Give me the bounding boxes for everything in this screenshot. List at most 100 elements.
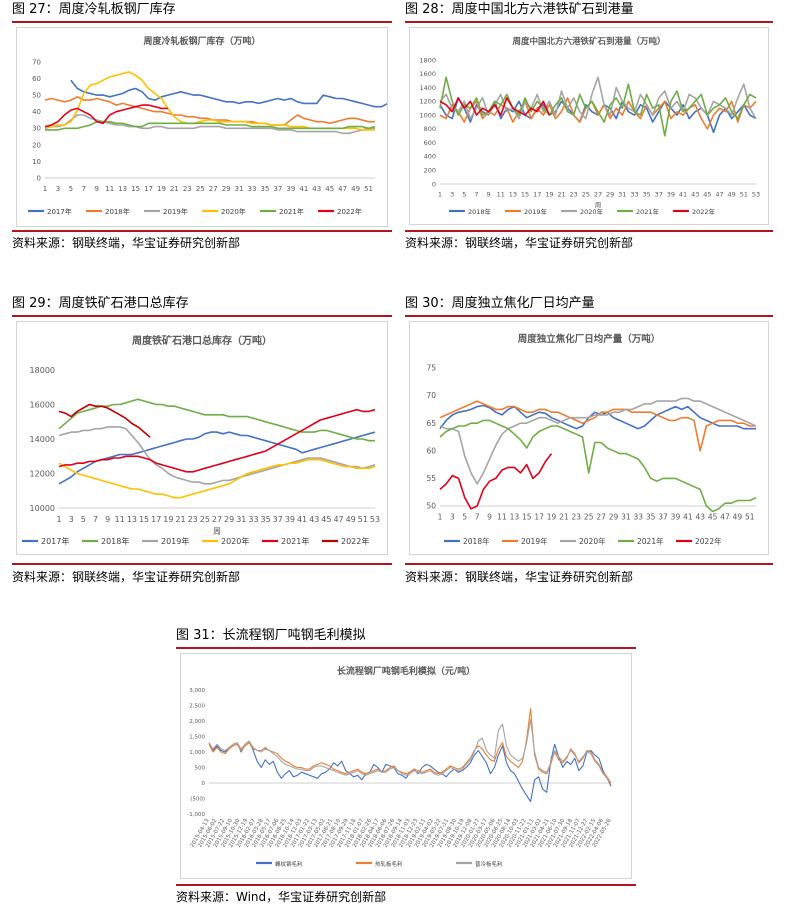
- fig27-x-tick: 37: [273, 185, 282, 193]
- fig27-x-tick: 5: [69, 185, 73, 193]
- figure-28-chart: 周度中国北方六港铁矿石到港量（万吨） 0 200 400 600 800 1000 1200 1…: [419, 36, 760, 216]
- fig29-legend-label: 2022年: [341, 536, 369, 546]
- fig30-x-tick: 31: [621, 513, 631, 522]
- fig29-x-tick: 13: [127, 515, 137, 524]
- fig31-y-tick: 1,000: [189, 750, 205, 756]
- fig28-chart-title: 周度中国北方六港铁矿石到港量（万吨）: [512, 36, 665, 47]
- fig30-series-line-4: [439, 419, 757, 513]
- fig27-x-tick: 41: [299, 185, 308, 193]
- fig30-series-line-5: [439, 453, 553, 510]
- fig28-x-tick: 1: [438, 191, 442, 199]
- fig27-series-line-4: [45, 71, 375, 131]
- figure-28-chart-frame: 周度中国北方六港铁矿石到港量（万吨） 0 200 400 600 800 1000 1200 1…: [409, 27, 769, 225]
- fig30-y-tick: 70: [426, 391, 436, 400]
- fig30-x-tick: 39: [671, 513, 681, 522]
- fig31-y-tick: -1,000: [187, 812, 205, 818]
- fig29-series-line-2: [58, 398, 375, 442]
- fig30-x-tick: 21: [559, 513, 569, 522]
- fig27-legend-item-6: 2022年: [318, 207, 362, 216]
- fig27-x-tick: 39: [286, 185, 295, 193]
- fig27-x-tick: 23: [183, 185, 192, 193]
- fig28-x-tick: 3: [450, 191, 454, 199]
- fig29-legend-item-4: 2020年: [202, 536, 249, 546]
- fig27-x-tick: 27: [209, 185, 218, 193]
- fig28-x-tick: 43: [691, 191, 699, 199]
- fig31-legend-item-2: 热轧板毛利: [356, 860, 403, 868]
- fig27-x-tick: 35: [261, 185, 270, 193]
- fig28-y-tick: 600: [424, 139, 436, 147]
- fig28-x-tick: 53: [752, 191, 760, 199]
- fig30-x-tick: 17: [534, 513, 544, 522]
- fig31-legend-item-3: 普冷板毛利: [456, 860, 503, 868]
- fig29-x-tick: 21: [175, 515, 185, 524]
- fig30-x-tick: 37: [658, 513, 668, 522]
- fig28-x-tick: 37: [655, 191, 663, 199]
- fig27-x-tick: 31: [235, 185, 244, 193]
- fig31-y-tick: 2,500: [189, 703, 205, 709]
- fig29-x-tick: 29: [224, 515, 234, 524]
- fig30-y-tick: 60: [426, 446, 436, 455]
- fig30-x-tick: 27: [596, 513, 606, 522]
- fig29-x-tick: 23: [188, 515, 198, 524]
- fig30-x-tick: 11: [497, 513, 507, 522]
- fig30-legend-label: 2022年: [695, 536, 722, 546]
- fig27-x-tick: 13: [118, 185, 127, 193]
- fig29-y-tick: 14000: [30, 435, 55, 444]
- fig27-x-tick: 51: [364, 185, 373, 193]
- fig29-x-tick: 1: [56, 515, 61, 524]
- fig30-chart-title: 周度独立焦化厂日均产量（万吨）: [518, 333, 661, 345]
- fig31-chart-title: 长流程钢厂吨钢毛利模拟（元/吨）: [337, 665, 475, 677]
- fig27-y-tick: 70: [32, 58, 41, 66]
- fig30-y-tick: 50: [426, 502, 436, 511]
- fig27-x-tick: 3: [56, 185, 60, 193]
- fig29-legend-item-2: 2018年: [82, 536, 129, 546]
- fig28-x-tick: 49: [728, 191, 736, 199]
- fig28-y-tick: 1000: [419, 111, 436, 119]
- fig28-x-tick: 27: [594, 191, 602, 199]
- figure-30-chart-frame: 周度独立焦化厂日均产量（万吨） 50 55 60 65 70 75 1 3 5 7 9 11 13 15 17…: [409, 321, 769, 555]
- fig28-x-tick: 33: [630, 191, 638, 199]
- figure-31-source: 资料来源：Wind，华宝证券研究创新部: [176, 890, 387, 904]
- fig29-x-tick: 5: [81, 515, 86, 524]
- figure-28-panel: 图 28：周度中国北方六港铁矿石到港量 周度中国北方六港铁矿石到港量（万吨） 0 2…: [405, 0, 773, 260]
- fig30-legend-label: 2021年: [637, 536, 664, 546]
- fig29-x-tick: 31: [236, 515, 246, 524]
- fig28-y-tick: 0: [432, 180, 436, 188]
- fig28-x-tick: 15: [521, 191, 529, 199]
- fig28-legend-item-2: 2019年: [505, 207, 548, 216]
- fig28-x-tick: 35: [642, 191, 650, 199]
- fig29-y-tick: 10000: [30, 504, 55, 513]
- fig28-x-tick: 13: [509, 191, 517, 199]
- fig27-x-tick: 47: [338, 185, 347, 193]
- figure-30-bottom-rule: [405, 563, 773, 565]
- fig29-x-tick: 17: [151, 515, 161, 524]
- fig29-x-axis-label: 周: [213, 527, 221, 536]
- figure-30-top-rule: [405, 315, 773, 317]
- figure-30-label: 图 30：周度独立焦化厂日均产量: [405, 296, 595, 311]
- fig28-legend-item-3: 2020年: [561, 207, 604, 216]
- fig27-y-tick: 10: [32, 158, 41, 166]
- fig27-x-tick: 9: [95, 185, 99, 193]
- fig31-y-tick: 500: [195, 765, 206, 771]
- fig28-x-tick: 25: [582, 191, 590, 199]
- fig30-x-tick: 19: [547, 513, 557, 522]
- fig28-legend-item-4: 2021年: [617, 207, 660, 216]
- fig28-y-tick: 800: [424, 125, 436, 133]
- figure-29-label: 图 29：周度铁矿石港口总库存: [12, 296, 189, 311]
- fig28-x-tick: 21: [557, 191, 565, 199]
- fig29-x-tick: 19: [163, 515, 173, 524]
- figure-30-panel: 图 30：周度独立焦化厂日均产量 周度独立焦化厂日均产量（万吨） 50 55 60 65…: [405, 294, 773, 594]
- fig28-y-tick: 1800: [419, 56, 436, 64]
- fig30-x-tick: 35: [646, 513, 656, 522]
- fig28-x-tick: 17: [533, 191, 541, 199]
- fig30-x-tick: 51: [745, 513, 755, 522]
- fig30-legend-label: 2020年: [579, 536, 606, 546]
- fig27-series-line-1: [70, 79, 387, 108]
- fig27-chart-title: 周度冷轧板钢厂库存（万吨）: [143, 35, 260, 47]
- fig31-series-line-3: [208, 718, 612, 785]
- fig27-x-tick: 1: [43, 185, 47, 193]
- figure-28-top-rule: [405, 21, 773, 23]
- fig29-legend-item-1: 2017年: [22, 536, 69, 546]
- fig29-x-tick: 11: [115, 515, 125, 524]
